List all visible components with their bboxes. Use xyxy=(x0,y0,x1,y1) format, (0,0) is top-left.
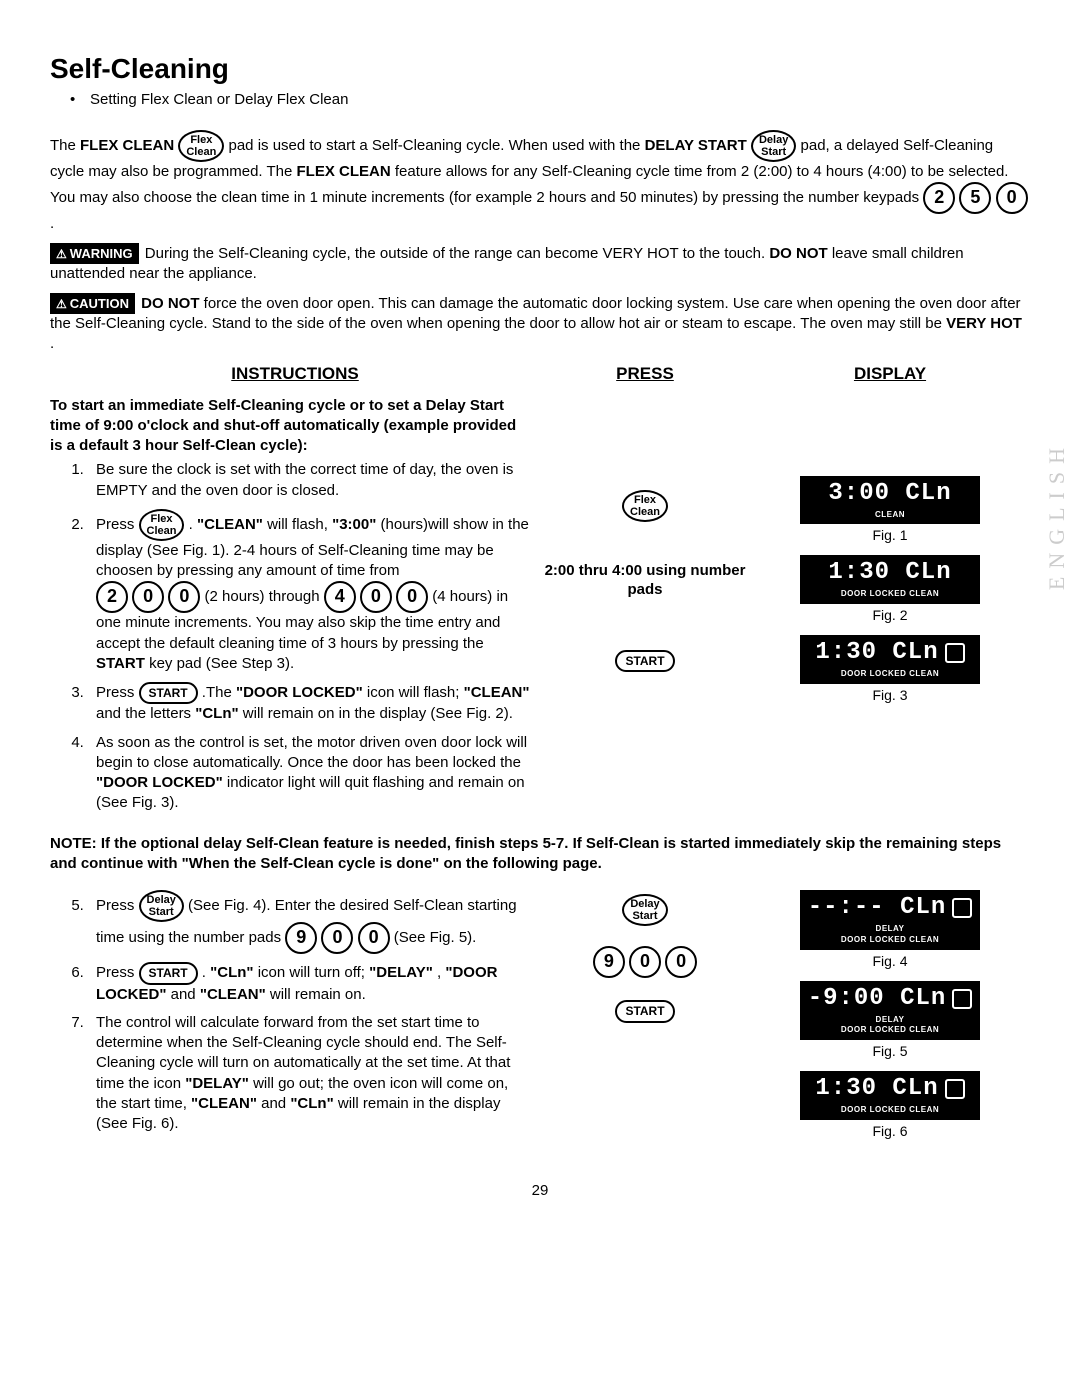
keypad-2-icon: 2 xyxy=(923,182,955,214)
fig6-caption: Fig. 6 xyxy=(750,1122,1030,1141)
keypad-0-icon: 0 xyxy=(358,922,390,954)
keypad-9-icon: 9 xyxy=(285,922,317,954)
fig4-caption: Fig. 4 xyxy=(750,952,1030,971)
delay-start-pad-icon: DelayStart xyxy=(622,894,667,926)
start-pad-icon: START xyxy=(139,962,198,984)
keypad-0-icon: 0 xyxy=(996,182,1028,214)
intro-paragraph: The FLEX CLEAN FlexClean pad is used to … xyxy=(50,130,1030,235)
door-icon xyxy=(952,989,972,1009)
door-icon xyxy=(952,898,972,918)
page-title: Self-Cleaning xyxy=(50,50,1030,88)
keypad-0-icon: 0 xyxy=(396,581,428,613)
caution-block: CAUTION DO NOT force the oven door open.… xyxy=(50,293,1030,355)
keypad-0-icon: 0 xyxy=(360,581,392,613)
fig3-caption: Fig. 3 xyxy=(750,686,1030,705)
note-block: NOTE: If the optional delay Self-Clean f… xyxy=(50,834,1030,875)
display-header: DISPLAY xyxy=(750,363,1030,386)
display-fig1: 3:00 CLn CLEAN xyxy=(800,476,980,525)
flex-clean-pad-icon: FlexClean xyxy=(139,509,185,541)
delay-start-pad-icon: DelayStart xyxy=(751,130,796,162)
display-fig6: 1:30 CLn DOOR LOCKED CLEAN xyxy=(800,1071,980,1120)
door-icon xyxy=(945,1079,965,1099)
keypad-0-icon: 0 xyxy=(629,946,661,978)
warning-block: WARNING During the Self-Cleaning cycle, … xyxy=(50,243,1030,285)
side-language-label: ENGLISH xyxy=(1042,440,1072,590)
keypad-2-icon: 2 xyxy=(96,581,128,613)
delay-start-pad-icon: DelayStart xyxy=(139,890,184,922)
keypad-9-icon: 9 xyxy=(593,946,625,978)
step-1: Be sure the clock is set with the correc… xyxy=(88,460,530,501)
door-icon xyxy=(945,643,965,663)
fig2-caption: Fig. 2 xyxy=(750,606,1030,625)
steps-list: Be sure the clock is set with the correc… xyxy=(88,460,530,813)
page-number: 29 xyxy=(50,1181,1030,1201)
step-5: Press DelayStart (See Fig. 4). Enter the… xyxy=(88,890,530,954)
step-6: Press START . "CLn" icon will turn off; … xyxy=(88,962,530,1004)
keypad-5-icon: 5 xyxy=(959,182,991,214)
steps-intro: To start an immediate Self-Cleaning cycl… xyxy=(50,396,530,457)
display-fig3: 1:30 CLn DOOR LOCKED CLEAN xyxy=(800,635,980,684)
step-2: Press FlexClean . "CLEAN" will flash, "3… xyxy=(88,509,530,674)
column-headers: INSTRUCTIONS PRESS DISPLAY xyxy=(50,363,1030,386)
keypad-0-icon: 0 xyxy=(321,922,353,954)
display-fig5: -9:00 CLn DELAY DOOR LOCKED CLEAN xyxy=(800,981,980,1041)
step-7: The control will calculate forward from … xyxy=(88,1013,530,1135)
press-range-text: 2:00 thru 4:00 using number pads xyxy=(540,561,750,600)
fig1-caption: Fig. 1 xyxy=(750,526,1030,545)
start-pad-icon: START xyxy=(139,682,198,704)
subtitle: Setting Flex Clean or Delay Flex Clean xyxy=(90,90,1030,110)
fig5-caption: Fig. 5 xyxy=(750,1042,1030,1061)
warning-badge: WARNING xyxy=(50,243,139,265)
flex-clean-pad-icon: FlexClean xyxy=(622,490,668,522)
display-fig4: --:-- CLn DELAY DOOR LOCKED CLEAN xyxy=(800,890,980,950)
display-fig2: 1:30 CLn DOOR LOCKED CLEAN xyxy=(800,555,980,604)
keypad-0-icon: 0 xyxy=(665,946,697,978)
flex-clean-pad-icon: FlexClean xyxy=(178,130,224,162)
keypad-4-icon: 4 xyxy=(324,581,356,613)
start-pad-icon: START xyxy=(615,650,674,672)
press-header: PRESS xyxy=(540,363,750,386)
start-pad-icon: START xyxy=(615,1000,674,1022)
keypad-0-icon: 0 xyxy=(168,581,200,613)
steps-list-2: Press DelayStart (See Fig. 4). Enter the… xyxy=(88,890,530,1134)
caution-badge: CAUTION xyxy=(50,293,135,315)
instructions-header: INSTRUCTIONS xyxy=(50,363,540,386)
step-3: Press START .The "DOOR LOCKED" icon will… xyxy=(88,682,530,724)
keypad-0-icon: 0 xyxy=(132,581,164,613)
step-4: As soon as the control is set, the motor… xyxy=(88,733,530,814)
